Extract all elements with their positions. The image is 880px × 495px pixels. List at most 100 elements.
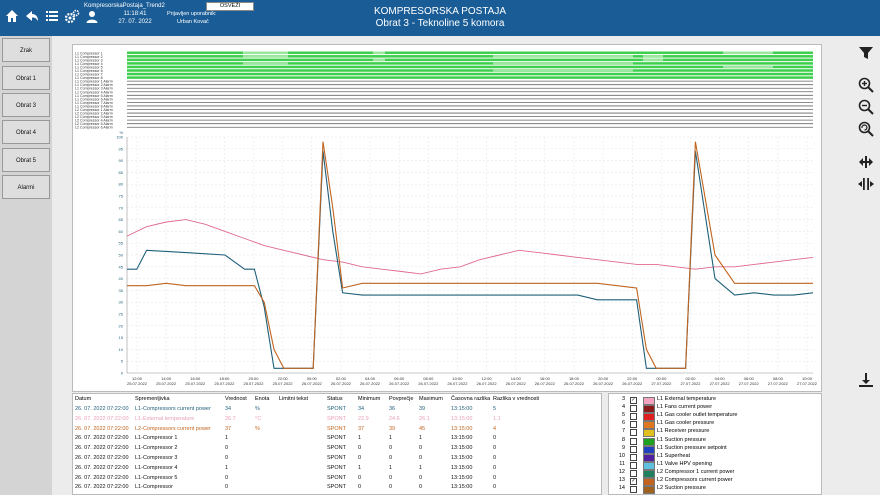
table-cell: 26. 07. 2022 07:22:00: [75, 415, 129, 422]
legend-checkbox[interactable]: [630, 469, 637, 477]
table-row[interactable]: 26. 07. 2022 07:22:00 L1-Compressor 4 1 SPO…: [73, 463, 601, 473]
legend-row[interactable]: 11 L1 Valve HPV opening: [609, 461, 821, 470]
legend-row[interactable]: 7 L1 Receiver pressure: [609, 428, 821, 438]
legend-row[interactable]: 12 L2 Compressor 1 current power: [609, 469, 821, 478]
table-cell: 0: [358, 474, 362, 481]
table-cell: 0: [225, 474, 229, 481]
legend-checkbox[interactable]: ✓: [630, 478, 637, 485]
table-row[interactable]: 26. 07. 2022 07:22:00 L1-Compressor 5 0 SPO…: [73, 473, 601, 483]
legend-label: L1 Valve HPV opening: [657, 460, 712, 467]
table-cell: 5: [493, 406, 497, 412]
values-table: Datum Spremenljivka Vrednost Enota Limitni t…: [72, 393, 602, 495]
download-icon[interactable]: [858, 372, 874, 388]
y-tick-label: 100: [116, 135, 123, 140]
x-tick-time: 12:00: [132, 376, 143, 381]
y-tick-label: 70: [119, 205, 124, 210]
zoom-out-icon[interactable]: [858, 99, 874, 115]
sidebar-item-obrat-1[interactable]: Obrat 1: [2, 66, 50, 90]
sidebar-item-obrat-3[interactable]: Obrat 3: [2, 93, 50, 117]
table-row[interactable]: 26. 07. 2022 07:22:00 L1-Compressor 3 0 SPO…: [73, 453, 601, 463]
y-axis-unit: %: [119, 130, 123, 135]
track-label: L1 Compressor 2: [75, 55, 103, 59]
table-row[interactable]: 26. 07. 2022 07:22:00 L1-Compressor 1 1 SPO…: [73, 433, 601, 443]
list-icon[interactable]: [44, 8, 60, 24]
table-row[interactable]: 26. 07. 2022 07:22:00 L2-Compressors curr…: [73, 424, 601, 434]
table-cell: 13:15:00: [451, 455, 473, 461]
track-gap: [723, 65, 773, 69]
table-header-cell: Razlika v vrednosti: [493, 396, 540, 402]
table-cell: 26. 07. 2022 07:22:00: [75, 425, 129, 432]
table-header-cell: Časovna razlika: [451, 396, 491, 402]
table-cell: SPONT: [327, 474, 346, 481]
refresh-button[interactable]: OSVEŽI: [206, 2, 254, 11]
track-gap: [373, 51, 385, 55]
legend-checkbox[interactable]: [630, 405, 637, 413]
back-icon[interactable]: [24, 8, 40, 24]
home-icon[interactable]: [4, 8, 20, 24]
x-tick-date: 25.07.2022: [244, 381, 265, 386]
x-tick-date: 26.07.2022: [447, 381, 468, 386]
table-header-cell: Datum: [75, 396, 92, 402]
table-cell: 1: [225, 464, 229, 471]
legend-row[interactable]: 3 ✓ L1 External temperature: [609, 396, 821, 405]
legend-checkbox[interactable]: [630, 453, 637, 461]
x-tick-time: 12:00: [482, 376, 493, 381]
track-gap: [493, 69, 633, 72]
x-tick-date: 27.07.2022: [680, 381, 701, 386]
y-tick-label: 5: [121, 359, 124, 364]
expand-horizontal-icon[interactable]: [858, 154, 874, 170]
legend-row[interactable]: 8 L1 Suction pressure: [609, 437, 821, 446]
legend-checkbox[interactable]: [630, 445, 637, 453]
collapse-horizontal-icon[interactable]: [858, 176, 874, 192]
trend-chart-svg[interactable]: L1 Compressor 1L1 Compressor 2L1 Compres…: [73, 45, 821, 391]
table-header-cell: Spremenljivka: [135, 396, 170, 402]
legend-checkbox[interactable]: [630, 461, 637, 469]
legend-checkbox[interactable]: ✓: [630, 397, 637, 404]
legend-checkbox[interactable]: [630, 413, 637, 421]
chart-toolbar: [852, 36, 880, 495]
table-cell: SPONT: [327, 455, 346, 461]
table-row[interactable]: 26. 07. 2022 07:22:00 L1-Compressor 0 SPONT…: [73, 482, 601, 492]
x-tick-time: 20:00: [249, 376, 260, 381]
sidebar-item-obrat-5[interactable]: Obrat 5: [2, 148, 50, 172]
y-tick-label: 15: [119, 335, 124, 340]
x-tick-date: 25.07.2022: [127, 381, 148, 386]
legend-row[interactable]: 10 L1 Superheat: [609, 453, 821, 462]
x-tick-date: 25.07.2022: [156, 381, 177, 386]
sidebar-item-obrat-4[interactable]: Obrat 4: [2, 120, 50, 144]
x-tick-date: 26.07.2022: [506, 381, 527, 386]
legend-row[interactable]: 14 L2 Suction pressure: [609, 485, 821, 494]
series-line-1: [126, 219, 814, 275]
legend-row[interactable]: 6 L1 Gas cooler pressure: [609, 420, 821, 430]
settings-icon[interactable]: [64, 8, 80, 24]
x-tick-date: 25.07.2022: [185, 381, 206, 386]
legend-checkbox[interactable]: [630, 437, 637, 445]
y-tick-label: 20: [119, 323, 124, 328]
track-label: L1 Compressor 1: [75, 51, 103, 55]
legend-checkbox[interactable]: [630, 421, 637, 429]
zoom-in-icon[interactable]: [858, 77, 874, 93]
table-row[interactable]: 26. 07. 2022 07:22:00 L1-External tempera…: [73, 414, 601, 424]
table-cell: 1: [419, 464, 423, 471]
legend-checkbox[interactable]: [630, 429, 637, 437]
x-tick-date: 27.07.2022: [710, 381, 731, 386]
table-header-cell: Povprečje: [389, 396, 414, 402]
filter-icon[interactable]: [858, 45, 874, 61]
sidebar-item-zrak[interactable]: Zrak: [2, 38, 50, 62]
table-cell: 1.1: [493, 415, 501, 422]
legend-row[interactable]: 13 ✓ L2 Compressors current power: [609, 477, 821, 486]
table-row[interactable]: 26. 07. 2022 07:22:00 L1-Compressors curr…: [73, 404, 601, 414]
track-bar-on: [127, 62, 813, 65]
trend-chart[interactable]: L1 Compressor 1 L1 Compressor 2 L1 Compres…: [72, 44, 822, 392]
legend-row[interactable]: 4 L1 Fans current power: [609, 404, 821, 414]
zoom-reset-icon[interactable]: [858, 121, 874, 137]
legend-checkbox[interactable]: [630, 486, 637, 494]
y-tick-label: 80: [119, 182, 124, 187]
x-tick-date: 27.07.2022: [651, 381, 672, 386]
legend-color-swatch: [643, 397, 655, 405]
legend-label: L1 External temperature: [657, 396, 717, 402]
legend-row[interactable]: 5 L1 Gas cooler outlet temperature: [609, 412, 821, 422]
sidebar-item-alarmi[interactable]: Alarmi: [2, 175, 50, 199]
legend-row[interactable]: 9 L1 Suction pressure setpoint: [609, 445, 821, 454]
table-row[interactable]: 26. 07. 2022 07:22:00 L1-Compressor 2 0 SPO…: [73, 443, 601, 453]
